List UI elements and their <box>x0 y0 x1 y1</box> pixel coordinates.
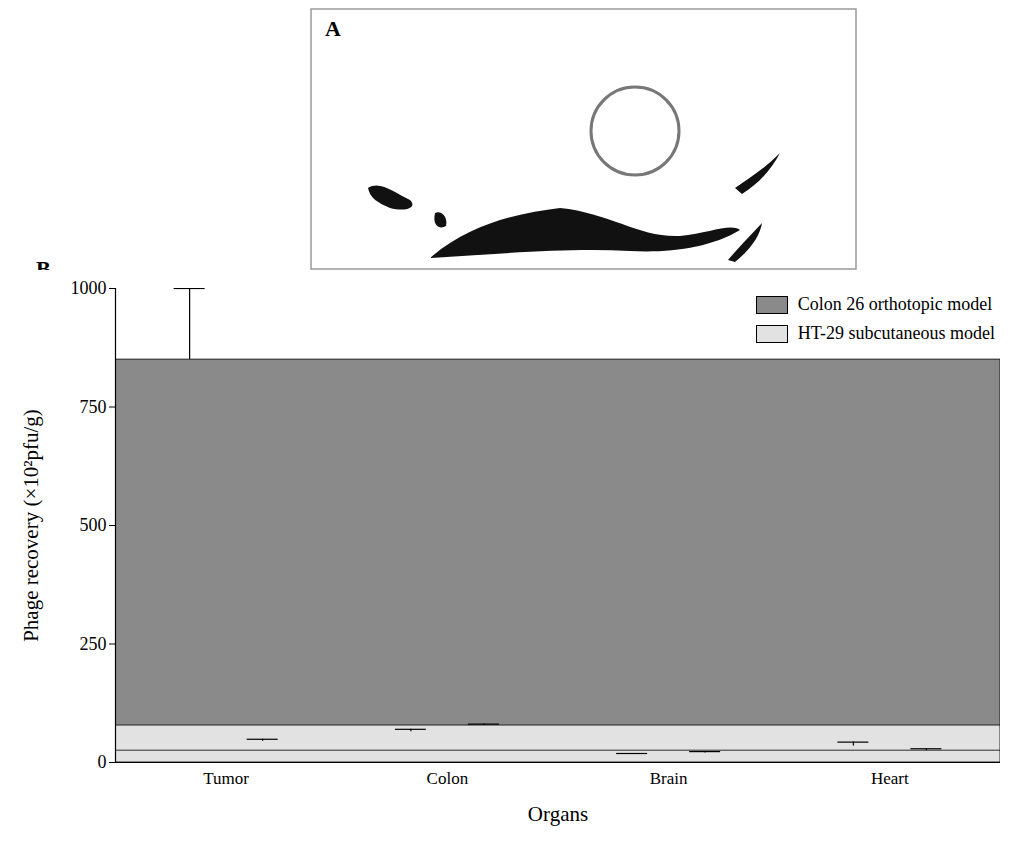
html-text:A: A <box>325 16 341 41</box>
svg-text:0: 0 <box>98 752 107 772</box>
svg-text:Heart: Heart <box>871 769 909 788</box>
svg-text:Tumor: Tumor <box>203 769 249 788</box>
svg-text:1000: 1000 <box>71 278 107 298</box>
svg-text:Brain: Brain <box>650 769 688 788</box>
svg-text:750: 750 <box>80 397 107 417</box>
svg-text:250: 250 <box>80 634 107 654</box>
svg-text:Colon: Colon <box>427 769 469 788</box>
html-text:Colon 26 orthotopic model: Colon 26 orthotopic model <box>797 294 993 314</box>
svg-text:Phage recovery (×10²pfu/g): Phage recovery (×10²pfu/g) <box>19 409 43 642</box>
html-text:HT-29 subcutaneous model: HT-29 subcutaneous model <box>797 323 995 343</box>
svg-text:Organs: Organs <box>528 802 588 826</box>
svg-text:500: 500 <box>80 515 107 535</box>
html-text:B: B <box>36 256 51 281</box>
